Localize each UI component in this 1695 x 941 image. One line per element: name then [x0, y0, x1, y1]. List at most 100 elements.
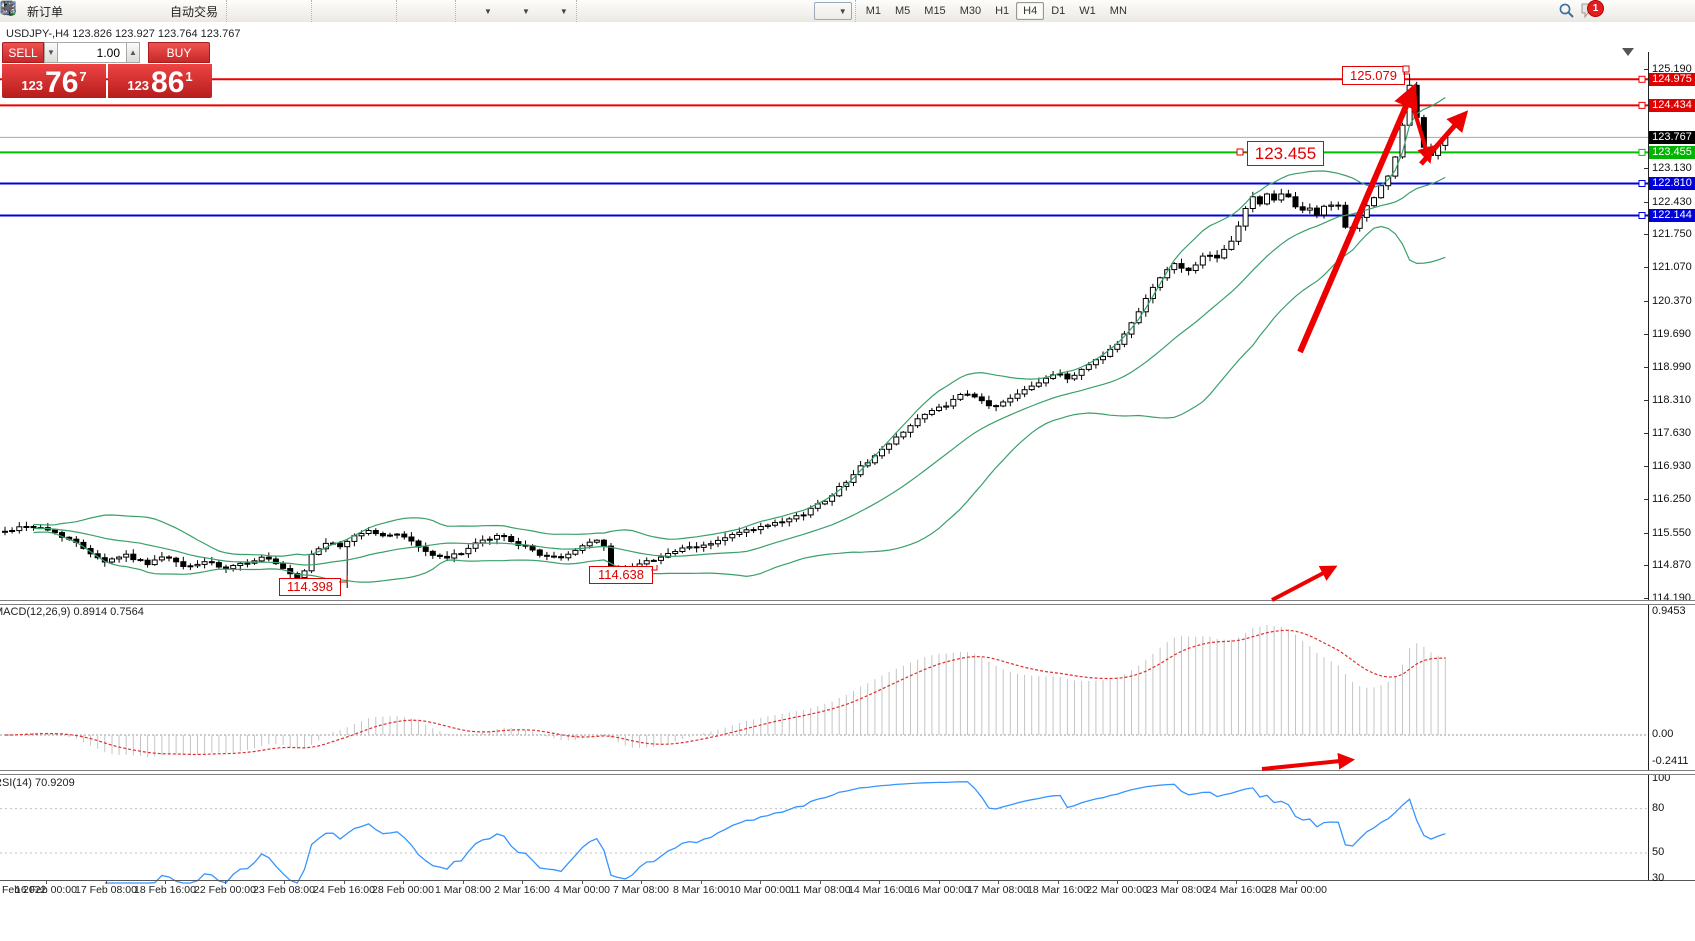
vertical-line-button[interactable] — [7, 2, 658, 20]
templates-dropdown-arrow[interactable]: ▼ — [559, 6, 568, 16]
time-axis-label[interactable]: 22 Mar 00:00 — [1086, 884, 1148, 896]
price-annotation[interactable]: 114.398 — [279, 578, 341, 596]
time-axis-label[interactable]: 28 Feb 00:00 — [372, 884, 434, 896]
terminal-button[interactable] — [0, 1, 120, 20]
chat-bubble-icon[interactable]: 1 — [1580, 0, 1604, 18]
rsi-axis-label[interactable]: 100 — [1652, 772, 1671, 784]
sell-price-display[interactable]: 123 76 7 — [2, 64, 106, 98]
time-axis-label[interactable]: 8 Mar 16:00 — [672, 884, 730, 896]
chart-shift-button[interactable] — [1, 2, 452, 20]
time-axis-label[interactable]: 10 Mar 00:00 — [729, 884, 791, 896]
price-line-badge[interactable]: 122.810 — [1649, 177, 1695, 190]
time-axis-label[interactable]: 22 Feb 00:00 — [194, 884, 256, 896]
price-axis-label[interactable]: 118.990 — [1652, 361, 1691, 373]
price-axis-label[interactable]: 120.370 — [1652, 295, 1692, 307]
notification-badge[interactable]: 1 — [1587, 0, 1604, 17]
price-annotation[interactable]: 123.455 — [1247, 141, 1324, 166]
timeframe-button-m5[interactable]: M5 — [895, 5, 911, 17]
zoom-out-button[interactable] — [1, 1, 367, 20]
trendline-button[interactable] — [1, 2, 710, 20]
price-line-badge[interactable]: 124.434 — [1649, 99, 1695, 112]
price-axis-label[interactable]: 117.630 — [1652, 427, 1691, 439]
time-axis-label[interactable]: 7 Mar 08:00 — [612, 884, 670, 896]
profiles-button[interactable] — [0, 1, 94, 20]
macd-axis-label[interactable]: -0.2411 — [1652, 755, 1689, 767]
time-axis-label[interactable]: 23 Feb 08:00 — [253, 884, 315, 896]
price-axis-label[interactable]: 116.250 — [1652, 493, 1691, 505]
price-axis-label[interactable]: 119.690 — [1652, 328, 1691, 340]
rsi-axis-label[interactable]: 50 — [1652, 846, 1665, 858]
volume-input[interactable] — [58, 42, 126, 63]
time-axis-label[interactable]: 18 Feb 16:00 — [134, 884, 196, 896]
timeframe-button-m1[interactable]: M1 — [865, 5, 881, 17]
text-button[interactable]: A — [4, 1, 788, 20]
bar-chart-button[interactable] — [1, 2, 256, 20]
price-line-badge[interactable]: 122.144 — [1649, 209, 1695, 222]
price-annotation[interactable]: 114.638 — [589, 566, 653, 584]
timeframe-button-h4[interactable]: H4 — [1016, 2, 1045, 20]
timeframe-button-m15[interactable]: M15 — [924, 5, 946, 17]
time-axis-label[interactable]: 17 Feb 08:00 — [75, 884, 137, 896]
label-button[interactable]: T — [1, 2, 814, 20]
price-line-badge[interactable]: 124.975 — [1649, 73, 1695, 86]
price-line-badge[interactable]: 123.455 — [1649, 146, 1695, 159]
price-axis-label[interactable]: 114.870 — [1652, 559, 1691, 571]
horizontal-line-button[interactable] — [2, 2, 684, 20]
search-icon[interactable] — [1558, 2, 1574, 18]
macd-axis-label[interactable]: 0.00 — [1652, 728, 1674, 740]
time-axis-label[interactable]: 4 Mar 00:00 — [553, 884, 611, 896]
price-axis-label[interactable]: 121.070 — [1652, 261, 1692, 273]
volume-increase-button[interactable]: ▲ — [126, 42, 140, 63]
rsi-axis-label[interactable]: 80 — [1652, 802, 1665, 814]
shapes-button[interactable]: ▼ — [3, 2, 852, 20]
time-axis-label[interactable]: 23 Mar 08:00 — [1146, 884, 1208, 896]
price-axis-label[interactable]: 118.310 — [1652, 394, 1691, 406]
chart-shift-marker[interactable] — [1622, 48, 1634, 56]
time-axis-label[interactable]: 17 Mar 08:00 — [967, 884, 1029, 896]
price-axis-label[interactable]: 116.930 — [1652, 460, 1691, 472]
time-axis-label[interactable]: 14 Mar 16:00 — [848, 884, 910, 896]
volume-decrease-button[interactable]: ▼ — [44, 42, 58, 63]
timeframe-button-w1[interactable]: W1 — [1079, 5, 1096, 17]
price-axis-label[interactable]: 115.550 — [1652, 527, 1691, 539]
timeframe-button-d1[interactable]: D1 — [1051, 5, 1066, 17]
zoom-in-button[interactable] — [1, 1, 341, 20]
time-axis-label[interactable]: 24 Feb 16:00 — [313, 884, 375, 896]
price-axis-label[interactable]: 122.430 — [1652, 196, 1692, 208]
price-annotation[interactable]: 125.079 — [1342, 66, 1405, 85]
shapes-dropdown-arrow[interactable]: ▼ — [838, 6, 847, 16]
cursor-button[interactable] — [4, 1, 606, 20]
price-axis-label[interactable]: 123.130 — [1652, 162, 1692, 174]
time-axis-label[interactable]: 16 Mar 00:00 — [908, 884, 970, 896]
periods-button[interactable]: ▼ — [0, 0, 535, 20]
periods-dropdown-arrow[interactable]: ▼ — [521, 6, 530, 16]
time-axis-label[interactable]: 28 Mar 00:00 — [1265, 884, 1327, 896]
price-axis-label[interactable]: 125.190 — [1652, 63, 1692, 75]
macd-pane-separator[interactable] — [0, 600, 1695, 605]
price-axis-label[interactable]: 121.750 — [1652, 228, 1692, 240]
time-axis-label[interactable]: 18 Mar 16:00 — [1027, 884, 1089, 896]
time-axis-label[interactable]: 16 Feb 00:00 — [15, 884, 77, 896]
time-axis-label[interactable]: 11 Mar 08:00 — [789, 884, 851, 896]
time-axis-label[interactable]: Feb 2022 — [2, 884, 47, 896]
candlestick-chart-button[interactable] — [1, 1, 282, 20]
time-axis-label[interactable]: 2 Mar 16:00 — [493, 884, 551, 896]
auto-trading-button[interactable]: 自动交易 — [1, 2, 223, 20]
crosshair-button[interactable] — [1, 1, 632, 20]
tile-windows-button[interactable] — [0, 1, 393, 20]
time-axis-label[interactable]: 1 Mar 08:00 — [434, 884, 492, 896]
timeframe-button-m30[interactable]: M30 — [959, 5, 982, 17]
timeframe-button-mn[interactable]: MN — [1109, 5, 1127, 17]
fibonacci-button[interactable]: F — [1, 2, 762, 20]
macd-axis-label[interactable]: 0.9453 — [1652, 605, 1686, 617]
rsi-axis-label[interactable]: 30 — [1652, 872, 1665, 884]
signals-button[interactable] — [0, 0, 146, 20]
templates-button[interactable]: ▼ — [0, 1, 573, 20]
indicators-button[interactable]: ▼ — [0, 1, 497, 20]
time-axis-label[interactable]: 24 Mar 16:00 — [1205, 884, 1267, 896]
indicators-dropdown-arrow[interactable]: ▼ — [484, 6, 492, 16]
buy-button[interactable]: BUY — [148, 42, 210, 63]
auto-scroll-button[interactable] — [1, 2, 426, 20]
buy-price-display[interactable]: 123 86 1 — [108, 64, 212, 98]
sell-button[interactable]: SELL — [2, 42, 44, 63]
